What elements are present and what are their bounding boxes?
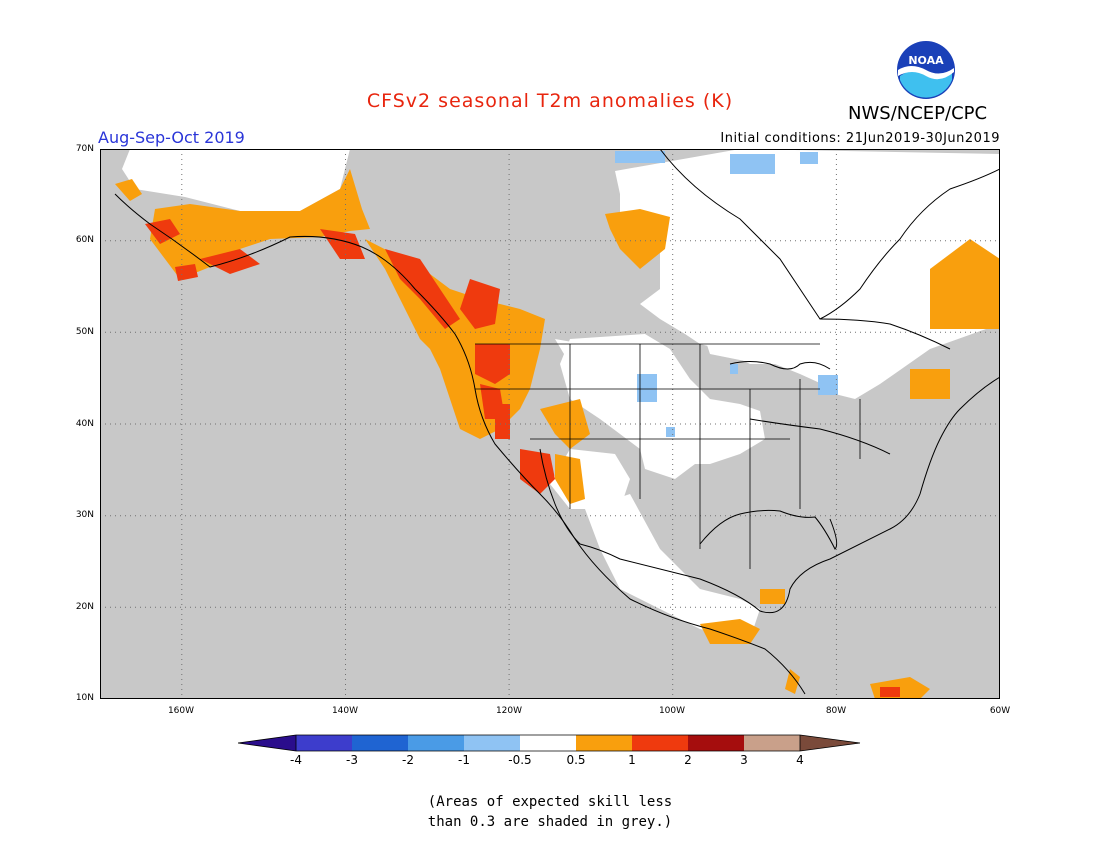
lat-label-30n: 30N — [75, 510, 94, 520]
lat-label-40n: 40N — [75, 419, 94, 429]
lon-label-80w: 80W — [825, 706, 847, 716]
skill-footnote: (Areas of expected skill less than 0.3 a… — [0, 792, 1100, 832]
orange-region-alaska-west — [115, 179, 142, 201]
blue-cell-michigan — [818, 375, 838, 395]
orange-region-centralamerica — [700, 619, 760, 644]
lon-label-100w: 100W — [658, 706, 686, 716]
red-region-alaska-3 — [175, 264, 198, 281]
orange-region-labrador — [930, 239, 1000, 329]
colorbar-label-minus1: -1 — [458, 753, 470, 767]
orange-region-newengland — [910, 369, 950, 399]
white-region-alaska — [122, 149, 350, 211]
chart-title: CFSv2 seasonal T2m anomalies (K) — [366, 90, 734, 112]
colorbar-swatch-10 — [800, 735, 860, 751]
colorbar-swatch-7 — [632, 735, 688, 751]
colorbar-swatch-8 — [688, 735, 744, 751]
blue-cell-kansas — [666, 427, 675, 437]
colorbar-label-minus0-5: -0.5 — [508, 753, 532, 767]
noaa-logo-text: NOAA — [908, 54, 944, 67]
colorbar-swatch-6 — [576, 735, 632, 751]
orange-region-alaska-south — [150, 169, 370, 279]
negative-anomaly-regions — [615, 151, 838, 437]
lat-label-50n: 50N — [75, 327, 94, 337]
footnote-line-1: (Areas of expected skill less — [427, 794, 673, 810]
blue-cell-arctic-1 — [615, 151, 665, 163]
blue-cell-arctic-2 — [730, 154, 775, 174]
colorbar-label-0-5: 0.5 — [566, 753, 586, 767]
colorbar-label-minus4: -4 — [290, 753, 302, 767]
colorbar-swatch-1 — [296, 735, 352, 751]
lat-label-20n: 20N — [75, 602, 94, 612]
footnote-line-2: than 0.3 are shaded in grey.) — [427, 814, 673, 830]
colorbar-label-2: 2 — [684, 753, 692, 767]
colorbar-swatch-9 — [744, 735, 800, 751]
orange-region-yucatan — [760, 589, 785, 604]
colorbar-swatch-4 — [464, 735, 520, 751]
white-regions — [122, 149, 1000, 639]
blue-cell-arctic-3 — [800, 152, 818, 164]
red-region-bc — [385, 249, 460, 329]
lon-label-120w: 120W — [495, 706, 523, 716]
lon-label-60w: 60W — [989, 706, 1011, 716]
forecast-period: Aug-Sep-Oct 2019 — [98, 128, 245, 147]
white-region-midwest — [555, 339, 640, 374]
blue-cell-wisconsin — [730, 364, 738, 374]
state-borders — [475, 343, 861, 569]
anomaly-map — [100, 149, 1000, 699]
blue-cell-dakotas — [637, 374, 657, 402]
lat-label-10n: 10N — [75, 693, 94, 703]
noaa-logo: NOAA — [896, 40, 956, 100]
red-region-caribbean — [880, 687, 900, 697]
initial-conditions: Initial conditions: 21Jun2019-30Jun2019 — [720, 131, 1000, 146]
colorbar-swatch-5 — [520, 735, 576, 751]
lat-label-60n: 60N — [75, 235, 94, 245]
colorbar — [238, 734, 861, 752]
colorbar-swatch-2 — [352, 735, 408, 751]
white-region-mexico-east — [585, 494, 760, 639]
agency-label: NWS/NCEP/CPC — [848, 103, 988, 124]
coastlines — [114, 149, 1000, 695]
colorbar-swatch-0 — [238, 735, 296, 751]
colorbar-label-4: 4 — [796, 753, 804, 767]
red-region-washington — [475, 344, 510, 384]
orange-region-panama — [785, 669, 800, 694]
red-region-nevada — [495, 404, 510, 439]
red-region-alaska-1 — [145, 219, 180, 244]
lon-label-160w: 160W — [167, 706, 195, 716]
orange-region-hudson — [605, 209, 670, 269]
lon-label-140w: 140W — [331, 706, 359, 716]
colorbar-label-minus3: -3 — [346, 753, 358, 767]
colorbar-label-minus2: -2 — [402, 753, 414, 767]
lat-label-70n: 70N — [75, 144, 94, 154]
colorbar-label-3: 3 — [740, 753, 748, 767]
red-region-panhandle — [320, 229, 365, 259]
grid-lines — [100, 149, 1000, 699]
red-region-bc-interior — [460, 279, 500, 329]
colorbar-swatch-3 — [408, 735, 464, 751]
colorbar-label-1: 1 — [628, 753, 636, 767]
